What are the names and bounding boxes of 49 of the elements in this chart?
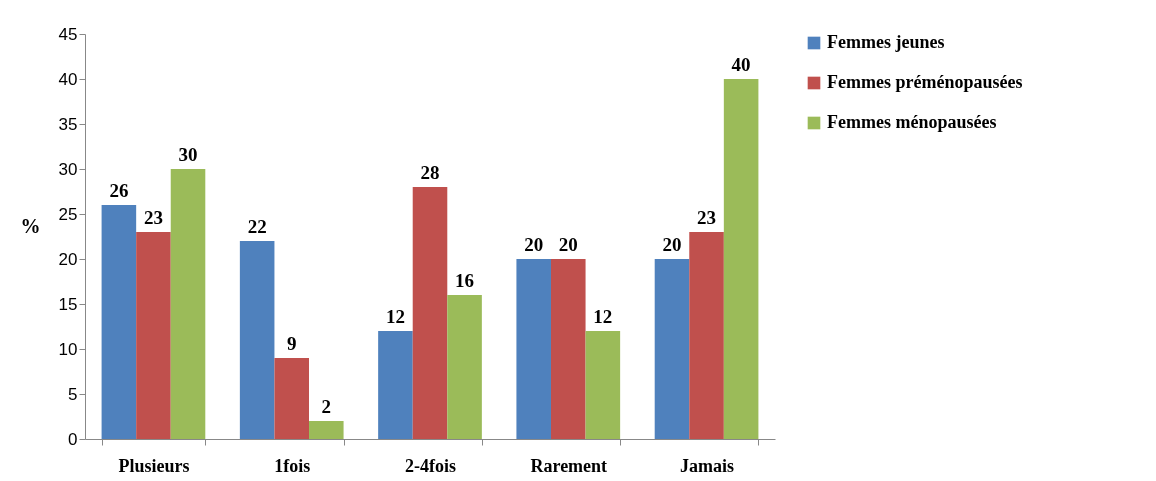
legend-label: Femmes jeunes bbox=[827, 32, 945, 52]
y-tick-label: 25 bbox=[58, 204, 78, 224]
bar bbox=[585, 331, 621, 439]
bar bbox=[136, 232, 171, 439]
y-tick-label: 35 bbox=[58, 114, 78, 134]
data-label: 30 bbox=[178, 144, 198, 165]
data-label: 20 bbox=[662, 234, 682, 255]
y-axis-title: % bbox=[20, 215, 41, 237]
bar bbox=[170, 169, 206, 439]
bar bbox=[550, 259, 586, 439]
data-label: 16 bbox=[455, 270, 475, 291]
data-label: 23 bbox=[697, 207, 717, 228]
y-tick-label: 30 bbox=[58, 159, 78, 179]
bar bbox=[274, 358, 310, 439]
bar bbox=[239, 241, 275, 439]
legend-label: Femmes préménopausées bbox=[827, 72, 1023, 92]
data-label: 40 bbox=[731, 54, 751, 75]
data-label: 12 bbox=[385, 306, 405, 327]
data-label: 12 bbox=[593, 306, 613, 327]
data-label: 20 bbox=[558, 234, 578, 255]
bar bbox=[412, 187, 448, 439]
x-tick-label: 2-4fois bbox=[405, 455, 456, 476]
data-label: 26 bbox=[109, 180, 129, 201]
data-label: 23 bbox=[143, 207, 163, 228]
x-tick-label: 1fois bbox=[274, 455, 311, 476]
bar bbox=[516, 259, 551, 439]
y-tick-label: 0 bbox=[68, 429, 78, 449]
x-tick-label: Jamais bbox=[680, 455, 735, 476]
bar bbox=[309, 421, 344, 439]
y-tick-label: 15 bbox=[58, 294, 78, 314]
bar bbox=[447, 295, 482, 439]
bar bbox=[378, 331, 413, 439]
y-tick-label: 5 bbox=[68, 384, 78, 404]
y-tick-label: 45 bbox=[58, 24, 78, 44]
bar bbox=[654, 259, 690, 439]
y-tick-label: 20 bbox=[58, 249, 78, 269]
bar bbox=[723, 79, 759, 439]
bar bbox=[689, 232, 724, 439]
bar bbox=[101, 205, 137, 439]
y-tick-label: 40 bbox=[58, 69, 78, 89]
data-label: 28 bbox=[420, 162, 440, 183]
x-tick-label: Plusieurs bbox=[118, 455, 190, 476]
legend-label: Femmes ménopausées bbox=[827, 112, 997, 132]
y-tick-label: 10 bbox=[58, 339, 78, 359]
data-label: 22 bbox=[247, 216, 267, 237]
x-tick-label: Rarement bbox=[530, 455, 608, 476]
data-label: 2 bbox=[321, 396, 332, 417]
data-label: 9 bbox=[286, 333, 297, 354]
data-label: 20 bbox=[524, 234, 544, 255]
